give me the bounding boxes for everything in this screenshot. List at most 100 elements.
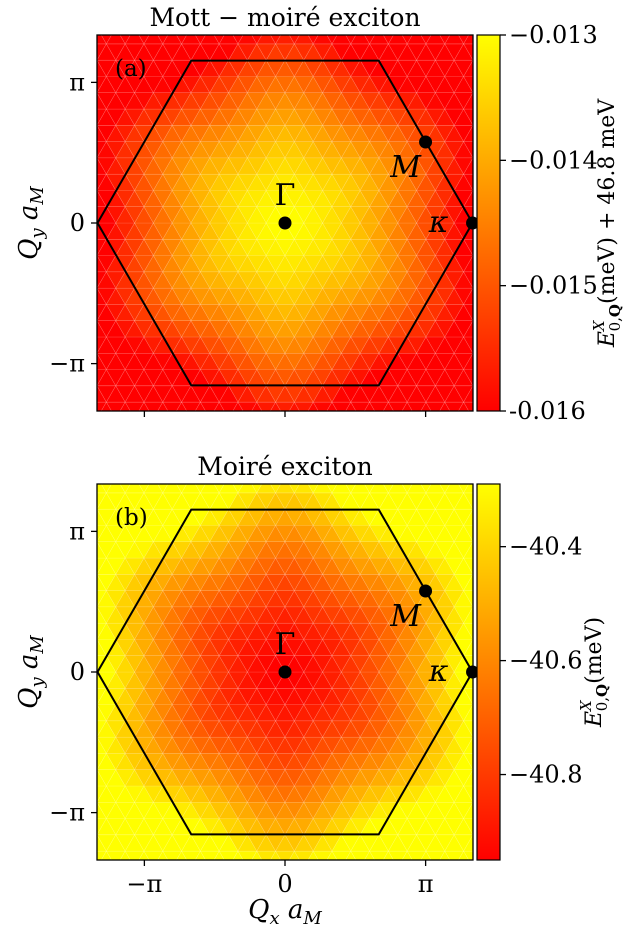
heatmap-cell [539, 435, 558, 451]
heatmap-cell [501, 207, 520, 223]
heatmap-cell [210, 867, 229, 883]
heatmap-cell [331, 671, 352, 689]
heatmap-cell [359, 140, 380, 159]
heatmap-cell [529, 607, 548, 623]
heatmap-cell [463, 850, 473, 860]
heatmap-cell [97, 125, 98, 126]
heatmap-cell [567, 60, 586, 76]
heatmap-cell [463, 622, 473, 641]
heatmap-cell [558, 0, 577, 11]
heatmap-cell [59, 428, 78, 444]
heatmap-cell [41, 574, 60, 590]
heatmap-cell [567, 93, 586, 109]
heatmap-cell [218, 736, 239, 754]
heatmap-cell [378, 303, 399, 321]
heatmap-cell [520, 304, 539, 320]
heatmap-cell [511, 493, 530, 509]
heatmap-cell [22, 11, 41, 27]
heatmap-cell [172, 460, 191, 476]
heatmap-cell [41, 321, 60, 337]
heatmap-cell [97, 704, 98, 706]
heatmap-cell [435, 460, 454, 476]
heatmap-cell [378, 557, 399, 575]
heatmap-cell [406, 222, 427, 240]
heatmap-cell [445, 428, 464, 444]
heatmap-cell [22, 493, 41, 509]
heatmap-cell [463, 304, 473, 322]
heatmap-cell [284, 271, 305, 289]
heatmap-cell [285, 435, 304, 451]
heatmap-cell [379, 884, 398, 900]
heatmap-cell [285, 428, 304, 444]
heatmap-cell [125, 444, 144, 460]
heatmap-cell [125, 435, 144, 451]
heatmap-cell [331, 222, 352, 240]
heatmap-cell [69, 11, 88, 27]
heatmap-cell [322, 687, 342, 705]
heatmap-cell [529, 435, 548, 451]
heatmap-cell [78, 884, 97, 900]
heatmap-cell [97, 287, 107, 305]
heatmap-cell [97, 173, 107, 192]
heatmap-cell [520, 721, 539, 737]
heatmap-cell [125, 0, 144, 11]
heatmap-cell [97, 703, 98, 705]
heatmap-cell [31, 321, 50, 337]
heatmap-cell [464, 418, 483, 434]
heatmap-cell [97, 606, 98, 608]
heatmap-cell [406, 287, 427, 305]
heatmap-cell [434, 817, 455, 836]
heatmap-cell [97, 867, 116, 883]
heatmap-cell [501, 223, 520, 239]
heatmap-cell [41, 44, 60, 60]
heatmap-cell [453, 557, 473, 575]
heatmap-cell [237, 59, 258, 77]
heatmap-cell [106, 867, 125, 883]
heatmap-cell [294, 428, 313, 444]
heatmap-cell [257, 867, 276, 883]
heatmap-cell [200, 435, 219, 451]
ytick-label: π [69, 517, 85, 545]
heatmap-cell [162, 320, 183, 338]
heatmap-cell [323, 418, 342, 434]
heatmap-cell [558, 60, 577, 76]
heatmap-cell [41, 851, 60, 867]
heatmap-cell [511, 509, 530, 525]
heatmap-cell [406, 385, 427, 403]
heatmap-cell [425, 254, 446, 273]
heatmap-cell [31, 0, 50, 11]
heatmap-cell [501, 239, 520, 255]
heatmap-cell [529, 623, 548, 639]
heatmap-cell [78, 460, 97, 476]
heatmap-cell [312, 834, 333, 852]
heatmap-cell [59, 477, 78, 493]
heatmap-cell [97, 834, 107, 852]
heatmap-cell [31, 402, 50, 418]
heatmap-cell [558, 353, 577, 369]
heatmap-cell [378, 271, 399, 289]
heatmap-cell [463, 769, 473, 787]
heatmap-cell [539, 93, 558, 109]
heatmap-cell [453, 492, 473, 510]
heatmap-cell [312, 92, 333, 110]
heatmap-cell [88, 11, 107, 27]
heatmap-cell [548, 802, 567, 818]
heatmap-cell [97, 11, 116, 27]
heatmap-cell [237, 484, 258, 494]
heatmap-cell [463, 818, 473, 836]
heatmap-cell [200, 867, 219, 883]
heatmap-cell [124, 385, 145, 403]
heatmap-cell [312, 189, 333, 208]
heatmap-cell [539, 370, 558, 386]
heatmap-cell [144, 435, 163, 451]
panel-a-colorbar [476, 34, 501, 412]
heatmap-cell [340, 687, 361, 705]
heatmap-cell [199, 254, 220, 273]
heatmap-cell [41, 558, 60, 574]
heatmap-cell [539, 76, 558, 92]
heatmap-cell [162, 35, 183, 45]
heatmap-cell [284, 557, 305, 575]
heatmap-cell [284, 752, 305, 770]
heatmap-cell [31, 60, 50, 76]
heatmap-cell [548, 493, 567, 509]
